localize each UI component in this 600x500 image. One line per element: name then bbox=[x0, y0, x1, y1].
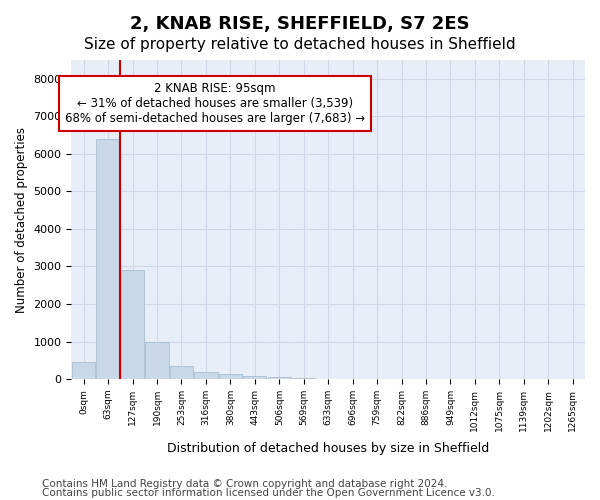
Text: Contains public sector information licensed under the Open Government Licence v3: Contains public sector information licen… bbox=[42, 488, 495, 498]
Y-axis label: Number of detached properties: Number of detached properties bbox=[15, 126, 28, 312]
Bar bbox=[170, 366, 193, 379]
Bar bbox=[121, 270, 144, 379]
Bar bbox=[145, 342, 169, 379]
Text: 2 KNAB RISE: 95sqm
← 31% of detached houses are smaller (3,539)
68% of semi-deta: 2 KNAB RISE: 95sqm ← 31% of detached hou… bbox=[65, 82, 365, 126]
Bar bbox=[219, 374, 242, 379]
Text: Contains HM Land Registry data © Crown copyright and database right 2024.: Contains HM Land Registry data © Crown c… bbox=[42, 479, 448, 489]
Bar bbox=[194, 372, 218, 379]
Bar bbox=[292, 378, 316, 379]
Bar bbox=[268, 377, 291, 379]
Bar bbox=[243, 376, 266, 379]
Bar bbox=[97, 139, 120, 379]
Bar bbox=[72, 362, 95, 379]
X-axis label: Distribution of detached houses by size in Sheffield: Distribution of detached houses by size … bbox=[167, 442, 490, 455]
Text: Size of property relative to detached houses in Sheffield: Size of property relative to detached ho… bbox=[84, 38, 516, 52]
Text: 2, KNAB RISE, SHEFFIELD, S7 2ES: 2, KNAB RISE, SHEFFIELD, S7 2ES bbox=[130, 15, 470, 33]
